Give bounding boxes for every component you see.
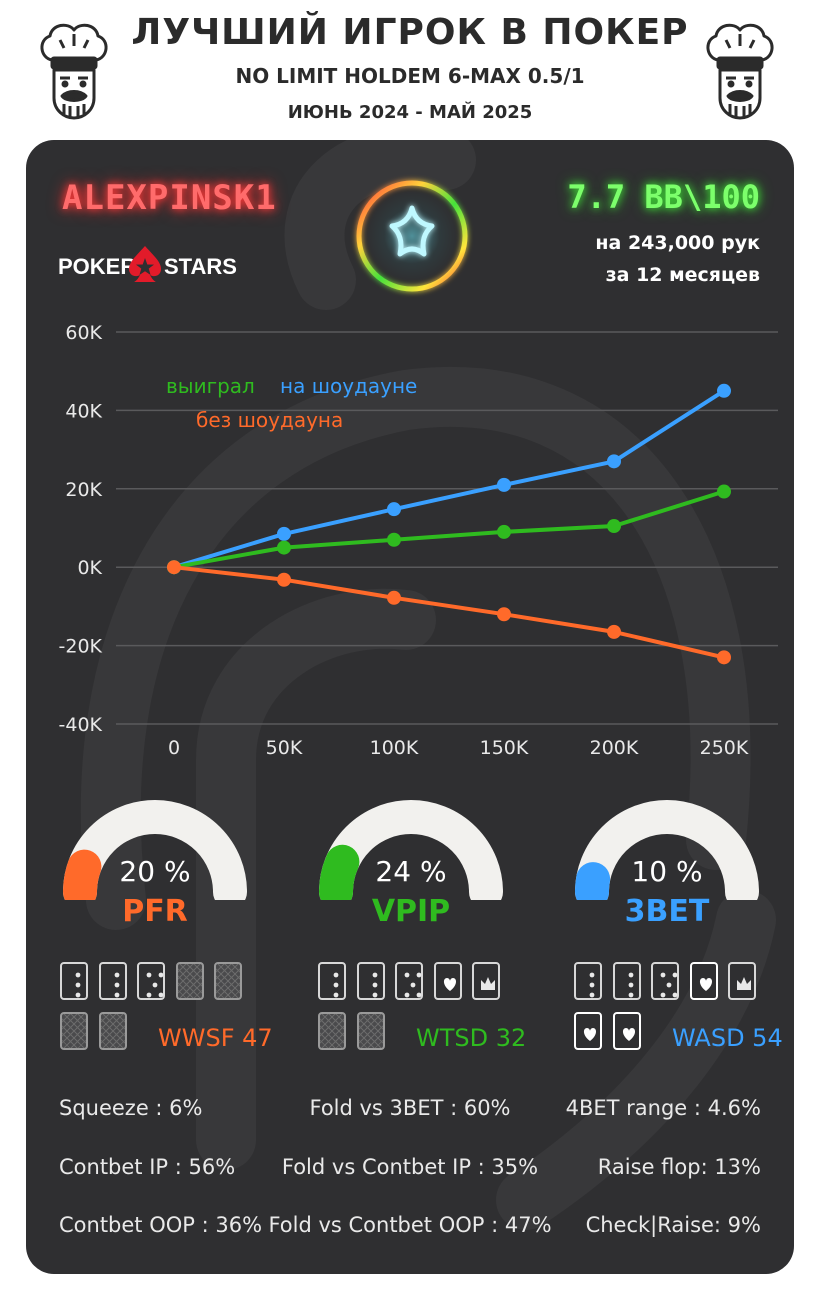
- y-tick-label: -20K: [59, 636, 103, 658]
- card-back-icon: [60, 1012, 88, 1050]
- stat-right: 4BET range : 4.6%: [565, 1096, 761, 1120]
- y-tick-label: 60K: [65, 322, 102, 344]
- card-three-dots-icon: [60, 962, 88, 1000]
- stat-left: Contbet OOP : 36%: [59, 1213, 263, 1237]
- card-crown-icon: [472, 962, 500, 1000]
- player-nickname: ALEXPINSK1: [62, 178, 277, 218]
- stat-right: Check|Raise: 9%: [585, 1213, 761, 1237]
- gauge-label: PFR: [122, 894, 188, 929]
- y-tick-label: -40K: [59, 714, 103, 736]
- card-three-dots-icon: [356, 962, 385, 1000]
- room-word-left: POKER: [58, 254, 137, 279]
- hands-count: на 243,000 рук: [595, 232, 760, 254]
- card-back-icon: [356, 1012, 385, 1050]
- stat-right: Raise flop: 13%: [597, 1155, 761, 1179]
- data-point: [497, 524, 511, 539]
- series-line-1: [173, 489, 725, 570]
- gauge-fill: [574, 862, 611, 900]
- gauge-fill: [62, 849, 102, 900]
- card-back-icon: [175, 962, 204, 1000]
- card-five-dots-icon: [395, 962, 423, 1000]
- card-crown-icon: [728, 962, 756, 1000]
- data-point: [717, 484, 731, 499]
- gauge-value: 10 %: [631, 855, 703, 888]
- card-five-dots-icon: [651, 962, 679, 1000]
- data-point: [277, 526, 291, 541]
- data-point: [277, 540, 291, 555]
- card-three-dots-icon: [574, 962, 602, 1000]
- legend-won: выиграл: [166, 374, 255, 398]
- chef-king-icon: [706, 23, 774, 120]
- stat-center: Fold vs Contbet OOP : 47%: [268, 1213, 552, 1237]
- legend-showdown: на шоудауне: [280, 374, 418, 398]
- stats-card: ALEXPINSK1 POKER STARS: [26, 140, 794, 1274]
- gauge-label: 3BET: [624, 894, 710, 929]
- stat-left: Squeeze : 6%: [59, 1096, 203, 1120]
- card-stat-label: WTSD 32: [416, 1024, 527, 1052]
- y-tick-label: 20K: [65, 479, 102, 501]
- gauge-value: 24 %: [375, 855, 447, 888]
- gauge-value: 20 %: [119, 855, 191, 888]
- card-back-icon: [98, 1012, 127, 1050]
- data-point: [497, 607, 511, 622]
- stat-left: Contbet IP : 56%: [59, 1155, 236, 1179]
- background-watermark: [80, 140, 776, 1230]
- winnings-line-chart: 60K 40K 20K 0K -20K -40K 0 50K 100K 150K 200K 250K: [59, 322, 778, 759]
- gauge-3bet: [574, 800, 759, 900]
- card-three-dots-icon: [612, 962, 641, 1000]
- y-tick-label: 0K: [77, 557, 102, 579]
- card-heart-icon: [612, 1012, 641, 1050]
- gauge-pfr: [62, 800, 247, 900]
- data-point: [607, 624, 621, 639]
- y-tick-label: 40K: [65, 400, 102, 422]
- series-line-2: [173, 565, 725, 660]
- card-stat-label: WWSF 47: [158, 1024, 273, 1052]
- card-three-dots-icon: [318, 962, 346, 1000]
- card-three-dots-icon: [98, 962, 127, 1000]
- gauge-vpip: [319, 800, 503, 900]
- card-stat-label: WASD 54: [672, 1024, 783, 1052]
- data-point: [717, 650, 731, 665]
- data-point: [277, 572, 291, 587]
- gauge-label: VPIP: [371, 894, 451, 929]
- x-tick-label: 200K: [590, 737, 639, 759]
- card-heart-icon: [433, 962, 462, 1000]
- card-five-dots-icon: [137, 962, 165, 1000]
- card-heart-icon: [574, 1012, 602, 1050]
- x-tick-label: 50K: [266, 737, 303, 759]
- room-word-right: STARS: [164, 254, 237, 279]
- data-point: [387, 590, 401, 605]
- gauge-fill: [319, 844, 360, 900]
- neon-star-badge-icon: [356, 180, 468, 292]
- page-title: ЛУЧШИЙ ИГРОК В ПОКЕР: [131, 12, 689, 53]
- data-point: [607, 454, 621, 469]
- winrate: 7.7 BB\100: [567, 178, 760, 216]
- x-tick-label: 150K: [480, 737, 529, 759]
- x-tick-label: 250K: [700, 737, 749, 759]
- stat-center: Fold vs Contbet IP : 35%: [281, 1155, 539, 1179]
- data-point: [717, 383, 731, 398]
- data-point: [497, 477, 511, 492]
- chef-king-icon: [40, 23, 108, 120]
- card-heart-icon: [689, 962, 718, 1000]
- x-tick-label: 0: [168, 737, 180, 759]
- stat-center: Fold vs 3BET : 60%: [309, 1096, 511, 1120]
- card-back-icon: [318, 1012, 346, 1050]
- pokerstars-spade-icon: [129, 246, 161, 282]
- period: ИЮНЬ 2024 - МАЙ 2025: [287, 102, 533, 123]
- pokerstars-logo: POKER STARS: [58, 244, 258, 284]
- legend-non-showdown: без шоудауна: [196, 408, 344, 432]
- series-line-0: [173, 389, 726, 570]
- card-back-icon: [214, 962, 242, 1000]
- game-format: NO LIMIT HOLDEM 6-MAX 0.5/1: [235, 64, 585, 88]
- x-tick-label: 100K: [370, 737, 419, 759]
- data-point: [167, 560, 181, 575]
- months-count: за 12 месяцев: [605, 264, 760, 286]
- data-point: [387, 532, 401, 547]
- data-point: [607, 519, 621, 534]
- data-point: [387, 502, 401, 517]
